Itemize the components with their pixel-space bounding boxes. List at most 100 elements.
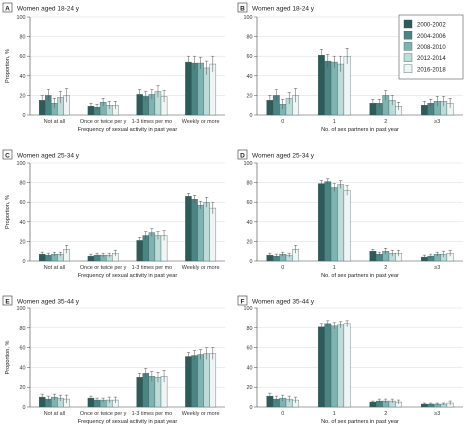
panel-letter-box (2, 295, 13, 306)
y-tick-label: 20 (20, 239, 26, 245)
x-tick-label: 2 (384, 265, 387, 271)
legend-swatch (403, 19, 413, 29)
panel-letter: F (241, 298, 245, 305)
bar (191, 199, 198, 262)
panel-letter-box (2, 2, 13, 13)
x-tick-label: 1 (333, 119, 336, 125)
x-axis-label: Frequency of sexual activity in past yea… (78, 127, 178, 133)
y-tick-label: 60 (20, 54, 26, 60)
y-tick-label: 60 (247, 346, 253, 352)
x-tick-label: 1-3 times per mo (132, 119, 172, 125)
panel-letter: E (5, 298, 10, 305)
bar (197, 204, 204, 262)
x-tick-label: 0 (281, 119, 284, 125)
bar (343, 56, 351, 116)
legend-label: 2012-2014 (417, 56, 446, 62)
panel-title: Women aged 18-24 y (252, 5, 315, 12)
bar (337, 184, 345, 262)
bar (197, 62, 204, 116)
bar (343, 190, 351, 262)
legend-items: 2000-2002 2004-2006 2008-2010 2012-2014 2016… (403, 19, 446, 73)
x-tick-label: 1-3 times per mo (132, 411, 172, 417)
x-tick-label: 1 (333, 265, 336, 271)
bar (209, 207, 217, 262)
y-tick-label: 20 (247, 239, 253, 245)
legend-label: 2008-2010 (417, 45, 446, 51)
y-tick-label: 100 (244, 15, 253, 21)
x-tick-label: Not at all (44, 265, 65, 271)
bar (330, 61, 338, 116)
y-tick-label: 80 (20, 35, 26, 41)
y-tick-label: 40 (20, 74, 26, 80)
y-axis-label: Proportion, % (5, 195, 11, 229)
x-tick-label: Not at all (44, 411, 65, 417)
bar (324, 181, 332, 262)
x-tick-label: 1 (333, 411, 336, 417)
bar (317, 183, 325, 262)
panel-d: D Women aged 25-34 y 0 20 40 60 80 100 0 1 2 ≥3 No. … (237, 149, 463, 279)
y-tick-label: 80 (247, 326, 253, 332)
y-tick-label: 100 (244, 306, 253, 312)
panel-f: F Women aged 35-44 y 0 20 40 60 80 100 0 1 2 ≥3 No. … (237, 295, 463, 425)
bar (337, 324, 345, 408)
x-tick-label: 1-3 times per mo (132, 265, 172, 271)
panel-letter: A (5, 5, 10, 12)
bar (324, 323, 332, 408)
legend-swatch (403, 53, 413, 62)
y-tick-label: 80 (20, 181, 26, 187)
legend: 2000-2002 2004-2006 2008-2010 2012-2014 2016… (398, 14, 464, 80)
x-tick-label: Weekly or more (182, 411, 220, 417)
y-tick-label: 60 (247, 200, 253, 206)
x-tick-label: Weekly or more (182, 119, 220, 125)
legend-label: 2016-2018 (417, 67, 446, 73)
panel-letter-box (237, 295, 248, 306)
panel-title: Women aged 18-24 y (17, 5, 80, 12)
panel-letter: B (240, 5, 245, 12)
bar (136, 240, 143, 262)
bar (191, 355, 198, 408)
y-tick-label: 0 (23, 259, 26, 265)
legend-label: 2000-2002 (417, 23, 446, 29)
panel-b: B Women aged 18-24 y 0 20 40 60 80 100 0 1 2 ≥3 No. … (237, 2, 463, 133)
bar (330, 187, 338, 262)
legend-swatch (403, 42, 413, 51)
y-tick-label: 20 (20, 93, 26, 99)
y-axis-label: Proportion, % (5, 341, 11, 375)
x-tick-label: 0 (281, 411, 284, 417)
panel-letter: C (5, 152, 10, 159)
x-tick-label: Weekly or more (182, 265, 220, 271)
y-tick-label: 40 (247, 74, 253, 80)
x-tick-label: ≥3 (434, 265, 440, 271)
bar (343, 323, 351, 408)
x-tick-label: Once or twice per y (80, 265, 127, 271)
y-tick-label: 40 (247, 220, 253, 226)
x-tick-label: 2 (384, 119, 387, 125)
y-tick-label: 20 (20, 385, 26, 391)
y-tick-label: 20 (247, 385, 253, 391)
panel-a: A Women aged 18-24 y 0 20 40 60 80 100 Proportio… (2, 2, 225, 133)
bar (142, 373, 150, 408)
panel-title: Women aged 25-34 y (17, 152, 80, 159)
x-axis-label: No. of sex partners in past year (321, 127, 399, 133)
panel-title: Women aged 35-44 y (252, 298, 315, 305)
y-tick-label: 80 (247, 35, 253, 41)
y-tick-label: 100 (244, 161, 253, 167)
bar (317, 326, 325, 408)
x-tick-label: Once or twice per y (80, 119, 127, 125)
y-tick-label: 40 (20, 365, 26, 371)
x-tick-label: ≥3 (434, 411, 440, 417)
x-tick-label: Once or twice per y (80, 411, 127, 417)
bar (136, 377, 143, 408)
y-tick-label: 80 (20, 326, 26, 332)
bar (185, 61, 192, 116)
panel-letter: D (240, 152, 245, 159)
x-axis-label: No. of sex partners in past year (321, 419, 399, 425)
legend-label: 2004-2006 (417, 34, 446, 40)
legend-swatch (403, 31, 413, 40)
bar (191, 62, 198, 116)
bar (317, 55, 325, 116)
y-tick-label: 60 (20, 346, 26, 352)
y-tick-label: 80 (247, 181, 253, 187)
x-axis-label: No. of sex partners in past year (321, 273, 399, 279)
